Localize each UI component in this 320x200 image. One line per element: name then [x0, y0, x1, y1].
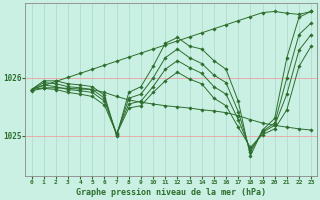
X-axis label: Graphe pression niveau de la mer (hPa): Graphe pression niveau de la mer (hPa)	[76, 188, 266, 197]
